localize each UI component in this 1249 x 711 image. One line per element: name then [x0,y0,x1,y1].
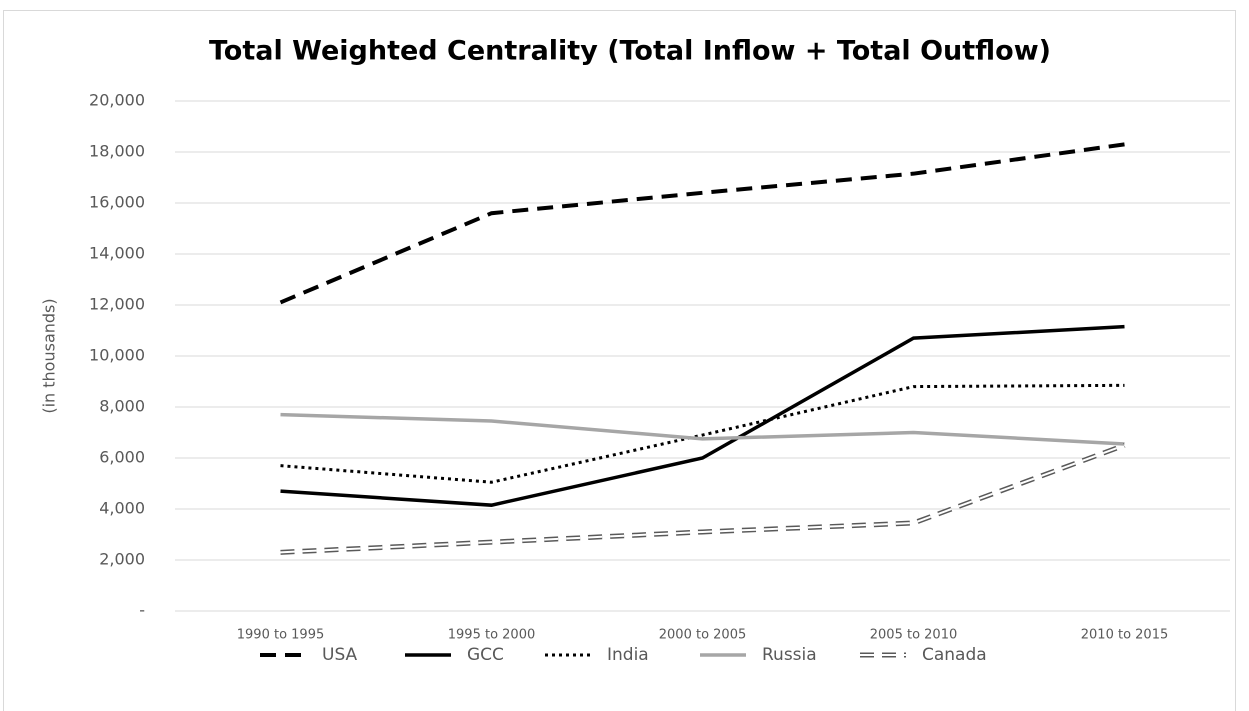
y-axis-label: (in thousands) [40,298,59,413]
x-tick-label: 2000 to 2005 [659,628,746,643]
y-tick-label: 8,000 [99,397,145,416]
series-line [280,444,1125,554]
y-tick-label: 20,000 [89,91,145,110]
x-tick-label: 2005 to 2010 [870,628,957,643]
x-tick-label: 1990 to 1995 [237,628,324,643]
y-tick-label: 4,000 [99,499,145,518]
y-tick-label: 16,000 [89,193,145,212]
legend-label: India [607,645,649,665]
x-tick-label: 2010 to 2015 [1081,628,1168,643]
chart-title: Total Weighted Centrality (Total Inflow … [209,36,1051,67]
series-line [279,142,1125,305]
y-tick-label: - [139,601,145,620]
y-tick-label: 18,000 [89,142,145,161]
legend-label: USA [322,645,358,665]
x-tick-label: 1995 to 2000 [448,628,535,643]
y-tick-label: 2,000 [99,550,145,569]
y-tick-label: 14,000 [89,244,145,263]
y-tick-label: 10,000 [89,346,145,365]
y-tick-label: 12,000 [89,295,145,314]
chart-frame [3,10,1236,711]
series-line [280,412,1125,446]
y-tick-label: 6,000 [99,448,145,467]
legend-label: Canada [922,645,987,665]
series-line [280,383,1125,484]
legend-label: Russia [762,645,817,665]
legend-label: GCC [467,645,504,665]
series-line [280,324,1125,507]
